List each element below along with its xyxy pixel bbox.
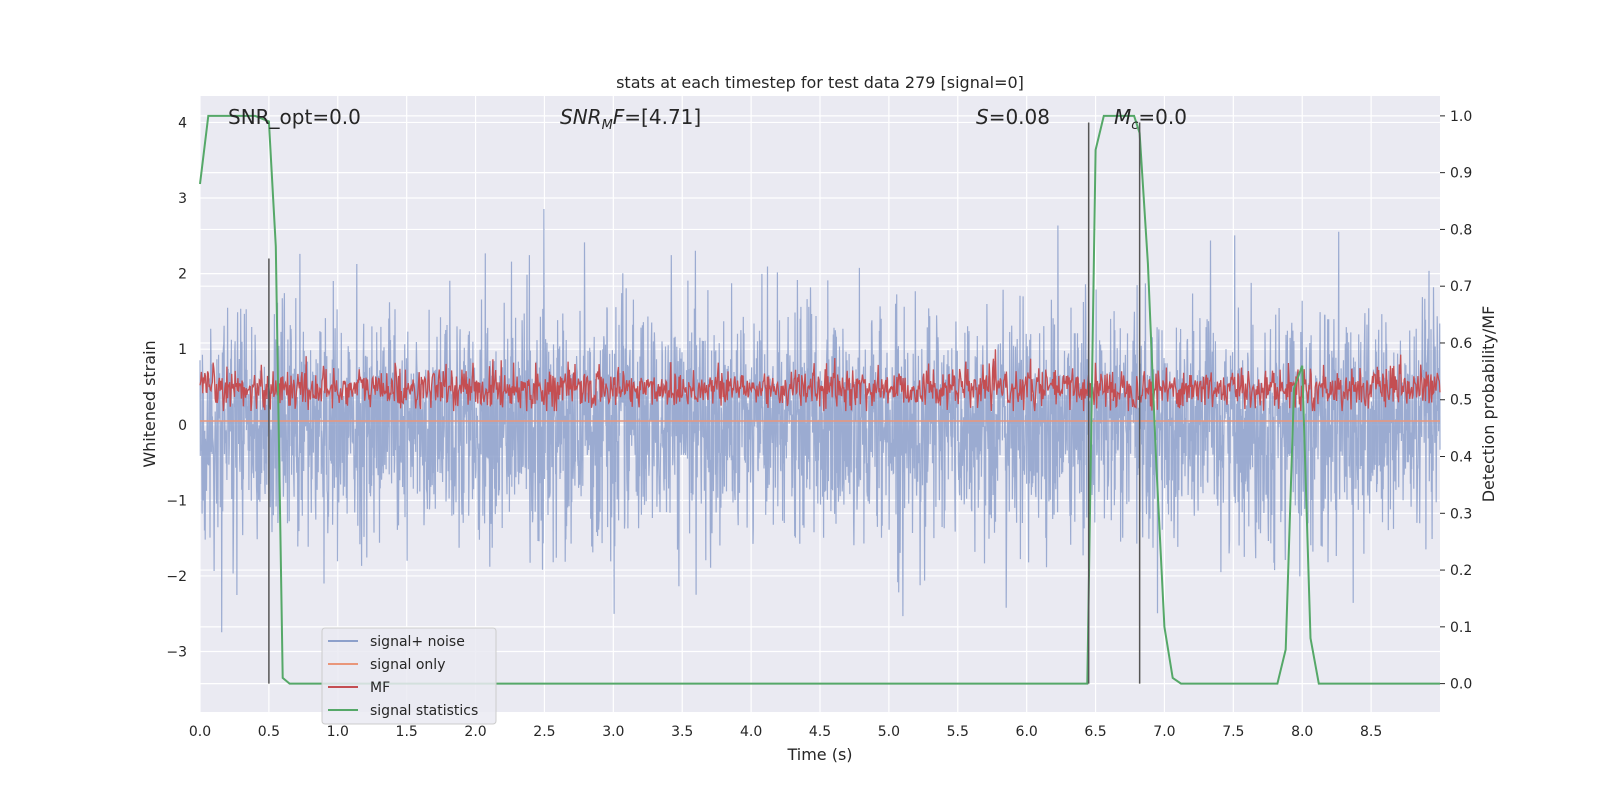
right-y-tick-label: 0.0 [1450, 677, 1472, 693]
snr-mf-sub: M [602, 118, 613, 133]
s-italic: S [976, 105, 989, 129]
snr-mf-italic: SNR [560, 105, 602, 129]
x-tick-labels: 0.0 0.5 1.0 1.5 2.0 2.5 3.0 3.5 4.0 4.5 5.0 5.5 6.0 6… [189, 724, 1382, 740]
series-mf [199, 349, 1441, 412]
x-axis-label: Time (s) [786, 745, 852, 764]
x-tick-label: 0.5 [258, 724, 280, 740]
left-y-tick-labels: −3 −2 −1 0 1 2 3 4 [166, 115, 187, 660]
chart-title: stats at each timestep for test data 279… [616, 73, 1024, 92]
annotation-s: S=0.08 [976, 105, 1050, 129]
left-y-axis-label: Whitened strain [140, 340, 159, 467]
annotation-snr-opt: SNR_opt=0.0 [228, 105, 361, 129]
legend: signal+ noise signal only MF signal stat… [321, 627, 497, 725]
x-tick-label: 8.0 [1291, 724, 1313, 740]
left-y-tick-label: −2 [166, 569, 187, 585]
legend-label-signal-statistics: signal statistics [370, 703, 478, 719]
x-tick-label: 7.5 [1222, 724, 1244, 740]
right-y-tick-label: 1.0 [1450, 109, 1472, 125]
x-tick-label: 2.5 [533, 724, 555, 740]
right-y-axis-label: Detection probability/MF [1479, 306, 1498, 503]
mc-value: =0.0 [1138, 105, 1187, 129]
right-y-tick-labels: 0.0 0.1 0.2 0.3 0.4 0.5 0.6 0.7 0.8 0.9 1.0 [1440, 109, 1472, 693]
legend-label-signal-only: signal only [370, 657, 445, 673]
legend-label-mf: MF [370, 680, 390, 696]
left-y-tick-label: 4 [178, 115, 187, 131]
x-tick-label: 1.0 [327, 724, 349, 740]
right-y-tick-label: 0.4 [1450, 450, 1472, 466]
annotation-mc: Mc=0.0 [1114, 105, 1187, 133]
snr-mf-rest: F [613, 105, 625, 129]
left-y-tick-label: 0 [178, 418, 187, 434]
right-y-tick-label: 0.8 [1450, 222, 1472, 238]
legend-box [321, 627, 497, 725]
annotation-snr-mf: SNRMF=[4.71] [560, 105, 701, 133]
right-y-tick-label: 0.6 [1450, 336, 1472, 352]
series-layer [199, 114, 1441, 685]
mc-sub: c [1131, 118, 1138, 133]
right-y-tick-label: 0.7 [1450, 279, 1472, 295]
left-y-tick-label: 1 [178, 342, 187, 358]
x-tick-label: 3.0 [602, 724, 624, 740]
series-signal-statistics [199, 114, 1440, 685]
legend-label-signal-noise: signal+ noise [370, 634, 465, 650]
x-tick-label: 8.5 [1360, 724, 1382, 740]
x-tick-label: 4.0 [740, 724, 762, 740]
mc-italic: M [1114, 105, 1131, 129]
s-value: =0.08 [989, 105, 1050, 129]
x-tick-label: 1.5 [396, 724, 418, 740]
x-tick-label: 5.0 [878, 724, 900, 740]
x-tick-label: 2.0 [464, 724, 486, 740]
x-tick-label: 4.5 [809, 724, 831, 740]
left-y-tick-label: 2 [178, 267, 187, 283]
x-tick-label: 6.5 [1084, 724, 1106, 740]
left-y-tick-label: −3 [166, 645, 187, 661]
right-y-tick-label: 0.1 [1450, 620, 1472, 636]
x-tick-label: 5.5 [947, 724, 969, 740]
vertical-markers [268, 122, 1141, 684]
left-y-tick-label: −1 [166, 493, 187, 509]
right-y-tick-label: 0.5 [1450, 393, 1472, 409]
left-y-tick-label: 3 [178, 191, 187, 207]
x-tick-label: 6.0 [1016, 724, 1038, 740]
x-tick-label: 3.5 [671, 724, 693, 740]
snr-mf-value: =[4.71] [624, 105, 701, 129]
right-y-tick-label: 0.3 [1450, 506, 1472, 522]
x-tick-label: 0.0 [189, 724, 211, 740]
right-y-tick-label: 0.9 [1450, 166, 1472, 182]
x-tick-label: 7.0 [1153, 724, 1175, 740]
right-y-tick-label: 0.2 [1450, 563, 1472, 579]
